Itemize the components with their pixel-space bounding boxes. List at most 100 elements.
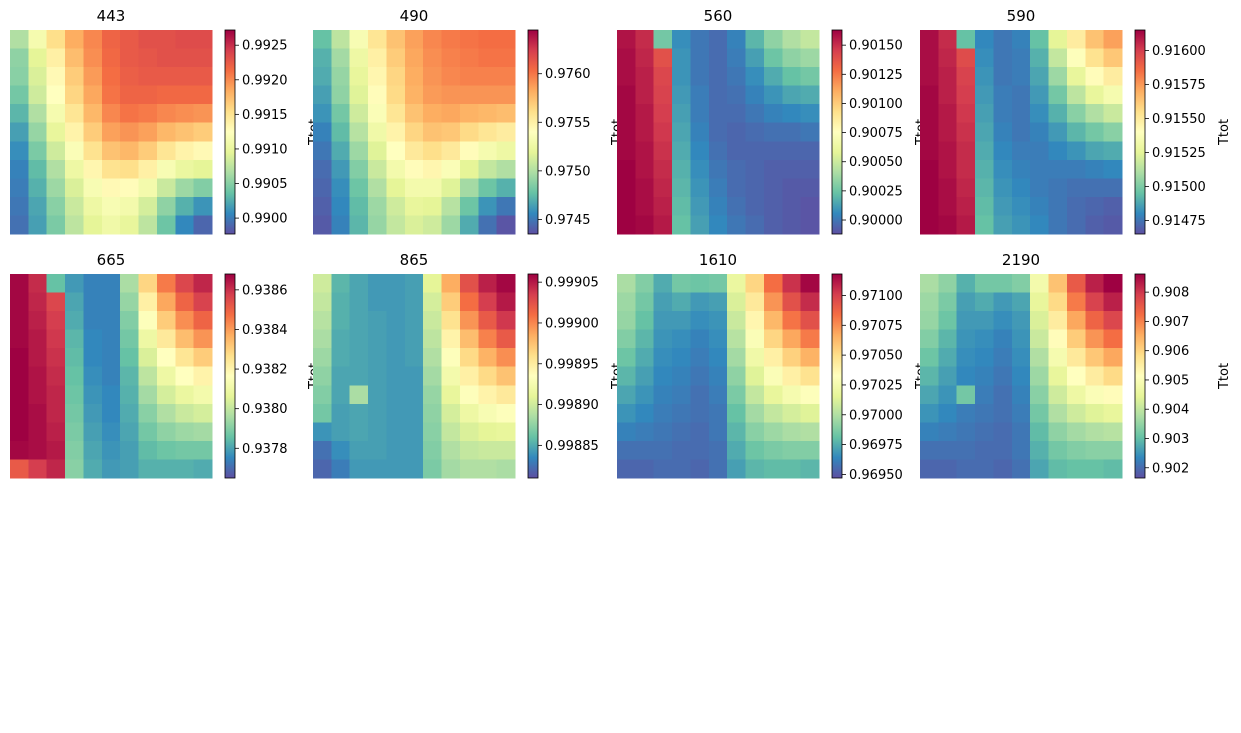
heatmap-cell <box>423 366 443 386</box>
heatmap-cell <box>938 48 958 68</box>
heatmap-cell <box>672 440 692 461</box>
heatmap-cell <box>708 274 728 294</box>
heatmap-cell <box>478 311 498 331</box>
heatmap-cell <box>690 48 710 68</box>
heatmap-cell <box>441 403 461 423</box>
heatmap-cell <box>83 67 103 87</box>
heatmap-cell <box>763 348 783 368</box>
heatmap-cell <box>156 459 176 479</box>
heatmap-cell <box>1030 440 1050 461</box>
heatmap-cell <box>1085 329 1105 349</box>
heatmap-cell <box>10 30 29 50</box>
heatmap-cell <box>1085 30 1105 50</box>
heatmap-cell <box>193 422 213 442</box>
heatmap-cell <box>175 422 195 442</box>
heatmap-cell <box>368 141 388 161</box>
heatmap-cell <box>745 178 765 198</box>
heatmap-cell <box>920 30 939 50</box>
heatmap-cell <box>156 159 176 179</box>
heatmap-cell <box>10 178 29 198</box>
heatmap-cell <box>1103 159 1123 179</box>
heatmap-cell <box>1048 30 1068 50</box>
heatmap-cell <box>763 67 783 87</box>
heatmap-cell <box>763 274 783 294</box>
heatmap-cell <box>1085 274 1105 294</box>
heatmap-cell <box>635 30 655 50</box>
heatmap-cell <box>349 122 369 142</box>
heatmap-cell <box>138 329 158 349</box>
heatmap-cell <box>635 311 655 331</box>
heatmap-cell <box>920 196 939 217</box>
heatmap-cell <box>708 178 728 198</box>
heatmap-cell <box>138 48 158 68</box>
heatmap-cell <box>423 67 443 87</box>
heatmap-cell <box>800 311 820 331</box>
heatmap-cell <box>763 48 783 68</box>
heatmap-cell <box>993 215 1013 235</box>
heatmap-cell <box>120 67 140 87</box>
heatmap-cell <box>83 30 103 50</box>
heatmap-cell <box>782 422 802 442</box>
heatmap-cell <box>83 159 103 179</box>
heatmap-cell <box>690 30 710 50</box>
heatmap-cell <box>386 440 406 461</box>
heatmap-cell <box>800 85 820 105</box>
heatmap-cell <box>938 292 958 312</box>
heatmap-cell <box>745 67 765 87</box>
heatmap-panel: 1610 0.96950 0.96975 0.97000 0.97025 0.97050 0… <box>617 251 929 483</box>
heatmap-cell <box>956 48 976 68</box>
heatmap-cell <box>423 403 443 423</box>
heatmap-cell <box>938 196 958 217</box>
heatmap-cell <box>617 122 636 142</box>
heatmap-cell <box>956 274 976 294</box>
heatmap-cell <box>708 311 728 331</box>
heatmap-cell <box>1085 403 1105 423</box>
heatmap-cell <box>156 329 176 349</box>
heatmap-cell <box>1048 215 1068 235</box>
heatmap-cell <box>101 215 121 235</box>
heatmap-cell <box>404 104 424 124</box>
heatmap-cell <box>138 104 158 124</box>
heatmap-cell <box>331 366 351 386</box>
heatmap-cell <box>782 85 802 105</box>
heatmap-cell <box>156 440 176 461</box>
heatmap-cell <box>1103 292 1123 312</box>
heatmap-cell <box>1066 366 1086 386</box>
heatmap-cell <box>617 403 636 423</box>
heatmap-cell <box>635 385 655 405</box>
heatmap-cell <box>28 215 48 235</box>
heatmap-cell <box>1011 141 1031 161</box>
heatmap-cell <box>763 329 783 349</box>
heatmap-cell <box>496 122 516 142</box>
heatmap-cell <box>313 366 332 386</box>
heatmap-cell <box>1048 311 1068 331</box>
heatmap-cell <box>65 329 85 349</box>
heatmap-cell <box>175 348 195 368</box>
heatmap-cell <box>175 366 195 386</box>
heatmap-cell <box>782 104 802 124</box>
heatmap-cell <box>10 141 29 161</box>
heatmap-cell <box>635 329 655 349</box>
panel-title: 590 <box>1007 7 1036 25</box>
heatmap-cell <box>496 440 516 461</box>
heatmap-cell <box>672 122 692 142</box>
heatmap-cell <box>10 440 29 461</box>
heatmap-cell <box>727 30 747 50</box>
heatmap-cell <box>46 459 66 479</box>
heatmap-cell <box>478 348 498 368</box>
heatmap-cell <box>65 67 85 87</box>
heatmap-cell <box>800 366 820 386</box>
heatmap-cell <box>156 274 176 294</box>
heatmap-cell <box>10 85 29 105</box>
colorbar-tick-label: 0.9760 <box>545 67 591 82</box>
heatmap-cell <box>690 159 710 179</box>
heatmap-cell <box>368 67 388 87</box>
heatmap-cell <box>800 385 820 405</box>
heatmap-cell <box>101 459 121 479</box>
heatmap-cell <box>956 67 976 87</box>
heatmap-cell <box>313 274 332 294</box>
colorbar-tick-label: 0.99890 <box>545 398 599 413</box>
heatmap-cell <box>1030 48 1050 68</box>
